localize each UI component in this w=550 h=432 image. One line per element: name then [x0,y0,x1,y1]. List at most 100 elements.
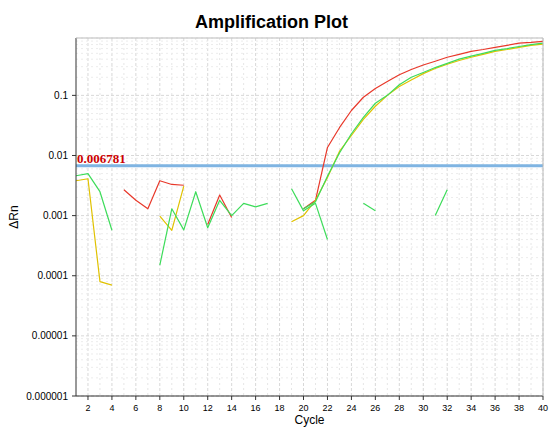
x-tick [375,396,376,400]
y-minor-grid [76,338,543,339]
x-tick-label: 14 [227,403,237,413]
x-tick [399,396,400,400]
y-minor-grid [76,289,543,290]
y-tick [72,335,76,336]
x-tick [135,396,136,400]
x-axis-label: Cycle [294,413,324,427]
x-grid-line [423,38,424,396]
y-minor-grid [76,77,543,78]
x-minor-grid [411,38,412,396]
title: Amplification Plot [195,12,348,32]
x-minor-grid [387,38,388,396]
x-tick [183,396,184,400]
x-grid-line [519,38,520,396]
x-grid-line [495,38,496,396]
x-grid-line [207,38,208,396]
frame-top [76,38,543,39]
y-minor-grid [76,247,543,248]
y-tick-label: 0.0001 [37,270,68,281]
x-tick-label: 26 [370,403,380,413]
x-tick [327,396,328,400]
y-tick [72,95,76,96]
y-minor-grid [76,59,543,60]
y-minor-grid [76,278,543,279]
y-minor-grid [76,66,543,67]
x-grid-line [111,38,112,396]
x-axis [76,396,543,397]
data-layer [76,41,543,285]
x-tick-label: 8 [157,403,162,413]
y-tick-label: 0.01 [49,150,69,161]
y-tick-label: 0.000001 [26,391,68,402]
y-minor-grid [76,221,543,222]
y-minor-grid [76,353,543,354]
x-tick-label: 10 [179,403,189,413]
y-axis [76,38,77,396]
y-minor-grid [76,168,543,169]
x-tick-label: 28 [394,403,404,413]
y-tick [72,155,76,156]
y-minor-grid [76,239,543,240]
x-grid-line [183,38,184,396]
x-tick [231,396,232,400]
x-tick-label: 22 [322,403,332,413]
plot-area [76,38,543,396]
x-tick [351,396,352,400]
x-minor-grid [315,38,316,396]
x-tick-label: 32 [442,403,452,413]
y-minor-grid [76,179,543,180]
x-tick [423,396,424,400]
x-tick [543,396,544,400]
y-minor-grid [76,48,543,49]
y-grid-line [76,155,543,156]
x-tick [447,396,448,400]
x-grid-line [279,38,280,396]
x-grid-line [327,38,328,396]
y-minor-grid [76,224,543,225]
x-tick [303,396,304,400]
x-tick [471,396,472,400]
x-tick [111,396,112,400]
y-minor-grid [76,113,543,114]
x-tick-label: 12 [203,403,213,413]
x-grid-line [375,38,376,396]
y-minor-grid [76,359,543,360]
y-minor-grid [76,285,543,286]
x-grid-line [87,38,88,396]
y-grid-line [76,396,543,397]
x-minor-grid [147,38,148,396]
series-line [76,44,543,285]
x-minor-grid [99,38,100,396]
y-minor-grid [76,104,543,105]
y-minor-grid [76,108,543,109]
y-grid-line [76,95,543,96]
y-grid-line [76,215,543,216]
x-minor-grid [267,38,268,396]
x-tick-label: 4 [109,403,114,413]
y-minor-grid [76,293,543,294]
x-tick [255,396,256,400]
x-grid-line [351,38,352,396]
background [0,0,550,432]
x-minor-grid [171,38,172,396]
y-minor-grid [76,119,543,120]
series-line [124,41,543,224]
y-minor-grid [76,53,543,54]
frame-right [543,38,544,396]
grid [76,38,543,396]
y-minor-grid [76,38,543,39]
x-tick-label: 18 [275,403,285,413]
x-minor-grid [363,38,364,396]
x-tick-label: 16 [251,403,261,413]
y-minor-grid [76,173,543,174]
y-minor-grid [76,367,543,368]
x-grid-line [447,38,448,396]
x-minor-grid [435,38,436,396]
x-minor-grid [339,38,340,396]
y-tick [72,396,76,397]
y-minor-grid [76,341,543,342]
x-minor-grid [219,38,220,396]
x-tick-label: 24 [346,403,356,413]
y-minor-grid [76,257,543,258]
y-minor-grid [76,299,543,300]
